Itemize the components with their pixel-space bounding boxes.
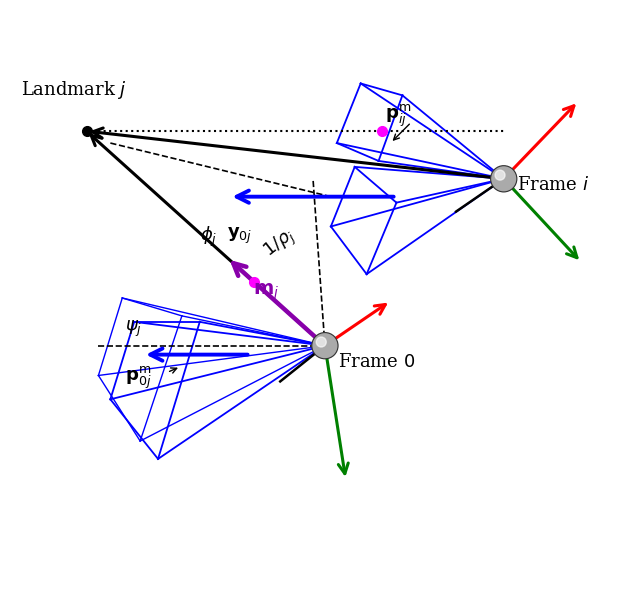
Circle shape [318,339,332,353]
Text: $\mathbf{p}_{ij}^{\mathrm{m}}$: $\mathbf{p}_{ij}^{\mathrm{m}}$ [384,103,411,129]
Text: $\mathbf{m}_j$: $\mathbf{m}_j$ [254,282,280,303]
Text: $\mathbf{p}_{0j}^{\mathrm{m}}$: $\mathbf{p}_{0j}^{\mathrm{m}}$ [125,365,152,392]
Circle shape [322,342,328,349]
Text: Frame $0$: Frame $0$ [338,353,416,371]
Circle shape [498,173,510,185]
Circle shape [491,166,516,191]
Circle shape [323,344,327,347]
Circle shape [495,170,505,180]
Circle shape [321,341,329,350]
Circle shape [497,172,510,185]
Circle shape [493,168,514,190]
Circle shape [495,170,512,187]
Circle shape [498,173,509,184]
Circle shape [316,337,334,354]
Circle shape [491,166,517,192]
Circle shape [324,345,326,346]
Text: Frame $i$: Frame $i$ [517,176,589,194]
Circle shape [491,166,517,192]
Circle shape [316,337,334,355]
Text: $\psi_j$: $\psi_j$ [125,319,143,339]
Circle shape [492,167,516,191]
Text: $\phi_j$: $\phi_j$ [200,225,217,249]
Text: Landmark $j$: Landmark $j$ [21,79,127,101]
Circle shape [319,340,331,352]
Circle shape [503,178,505,180]
Circle shape [324,344,326,347]
Circle shape [319,339,332,352]
Circle shape [500,175,508,183]
Circle shape [322,343,327,348]
Circle shape [496,172,511,186]
Circle shape [321,342,329,350]
Circle shape [503,178,505,179]
Circle shape [495,170,513,188]
Text: $\mathbf{y}_{0j}$: $\mathbf{y}_{0j}$ [227,226,252,246]
Circle shape [316,337,326,347]
Circle shape [502,177,506,181]
Circle shape [500,175,507,182]
Circle shape [320,340,330,351]
Circle shape [317,338,333,353]
Circle shape [314,334,336,357]
Circle shape [494,169,513,188]
Circle shape [315,336,335,355]
Circle shape [313,334,337,358]
Circle shape [499,174,508,184]
Circle shape [312,333,338,359]
Circle shape [493,167,515,190]
Circle shape [312,333,338,359]
Text: $1/\rho_j$: $1/\rho_j$ [259,225,300,264]
Circle shape [501,176,506,181]
Circle shape [314,335,336,356]
Circle shape [496,171,511,187]
Circle shape [312,333,337,358]
